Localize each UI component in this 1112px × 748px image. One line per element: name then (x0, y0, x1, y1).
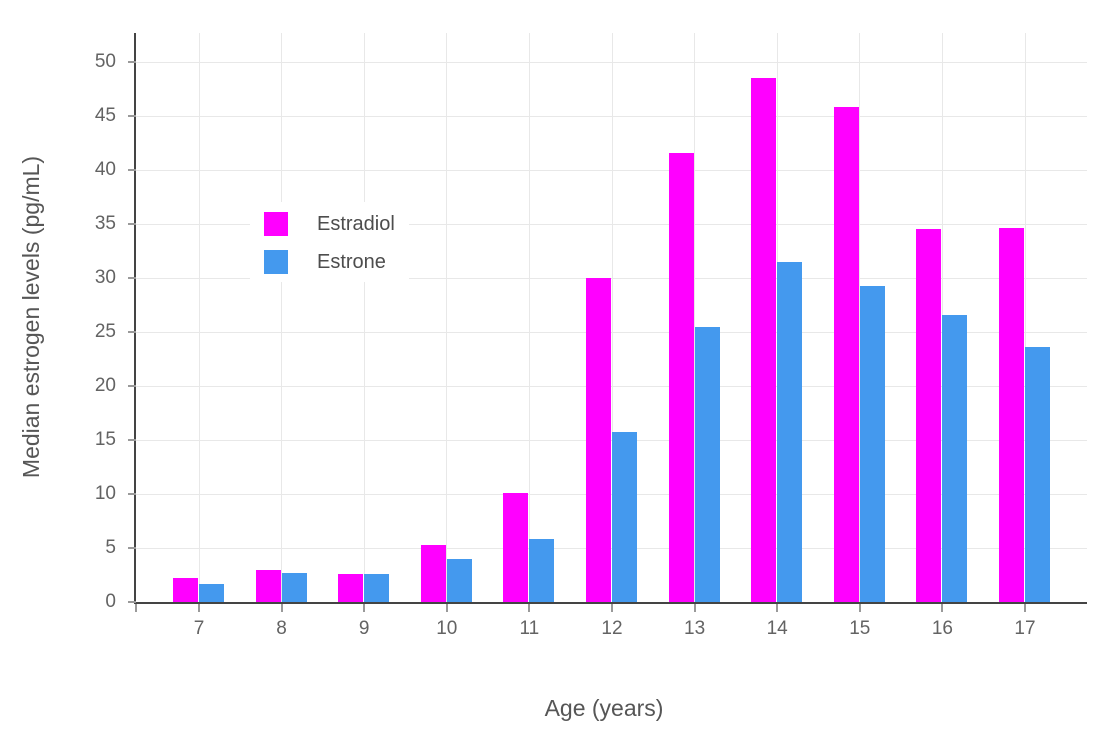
x-tick-label-9: 9 (358, 618, 370, 639)
y-tick-label-40: 40 (94, 159, 116, 180)
x-tick-origin (135, 604, 137, 612)
legend-item-estradiol[interactable]: Estradiol (264, 212, 395, 236)
y-tick-label-35: 35 (94, 213, 116, 234)
x-tick-12 (611, 604, 613, 612)
x-tick-17 (1024, 604, 1026, 612)
bar-estrone-age-13 (694, 326, 720, 602)
y-tick-25 (128, 331, 136, 333)
x-tick-label-10: 10 (436, 618, 458, 639)
bar-estradiol-age-10 (420, 544, 446, 602)
x-tick-label-11: 11 (519, 618, 540, 639)
estrone-swatch-icon (264, 250, 288, 274)
y-tick-label-30: 30 (94, 267, 116, 288)
x-tick-label-7: 7 (193, 618, 205, 639)
bar-estradiol-age-17 (999, 228, 1024, 602)
x-tick-label-12: 12 (601, 618, 623, 639)
y-tick-30 (128, 277, 136, 279)
y-tick-label-25: 25 (94, 321, 116, 342)
y-axis-line (134, 33, 136, 604)
x-tick-16 (941, 604, 944, 612)
y-tick-40 (128, 169, 136, 171)
x-tick-14 (776, 604, 779, 612)
x-gridline-10 (446, 33, 448, 602)
x-gridline-9 (363, 33, 365, 602)
y-tick-20 (128, 385, 136, 387)
legend: Estradiol Estrone (250, 202, 409, 282)
bar-estradiol-age-8 (255, 569, 281, 602)
x-tick-label-17: 17 (1014, 618, 1036, 639)
bar-estrone-age-9 (364, 573, 390, 602)
legend-item-estrone[interactable]: Estrone (264, 250, 395, 274)
y-tick-label-0: 0 (105, 591, 116, 612)
bar-estradiol-age-16 (916, 229, 942, 602)
x-tick-15 (858, 604, 861, 612)
x-gridline-7 (198, 33, 200, 602)
bar-estrone-age-16 (942, 314, 968, 602)
bar-estrone-age-15 (859, 285, 885, 602)
bar-estradiol-age-9 (338, 573, 364, 602)
y-tick-35 (128, 223, 136, 225)
bar-estradiol-age-14 (751, 78, 777, 602)
x-gridline-13 (694, 33, 696, 602)
y-axis-title: Median estrogen levels (pg/mL) (18, 155, 44, 479)
y-tick-label-10: 10 (94, 483, 116, 504)
y-tick-label-45: 45 (94, 105, 116, 126)
y-tick-10 (128, 493, 136, 495)
x-tick-9 (363, 604, 366, 612)
y-tick-0 (128, 601, 136, 603)
x-tick-label-13: 13 (684, 618, 706, 639)
bar-estrone-age-11 (529, 539, 555, 602)
bar-estradiol-age-12 (586, 278, 611, 602)
x-gridline-11 (528, 33, 530, 602)
bar-estrone-age-8 (281, 572, 307, 602)
y-tick-label-5: 5 (105, 537, 116, 558)
x-tick-7 (198, 604, 200, 612)
x-tick-8 (280, 604, 283, 612)
bar-estradiol-age-7 (173, 578, 198, 602)
bar-estrone-age-7 (199, 583, 224, 602)
y-tick-50 (128, 61, 136, 63)
bar-estradiol-age-13 (668, 152, 694, 602)
x-axis-line (134, 602, 1087, 604)
x-gridline-17 (1024, 33, 1026, 602)
x-tick-13 (693, 604, 696, 612)
x-tick-label-15: 15 (849, 618, 871, 639)
y-tick-5 (128, 547, 136, 549)
estradiol-swatch-icon (264, 212, 288, 236)
y-tick-15 (128, 439, 136, 441)
y-tick-label-20: 20 (94, 375, 116, 396)
y-tick-label-50: 50 (94, 51, 116, 72)
y-tick-45 (128, 115, 136, 117)
x-tick-label-14: 14 (766, 618, 788, 639)
bar-estrone-age-10 (446, 558, 472, 602)
x-tick-label-8: 8 (276, 618, 287, 639)
legend-label-estrone: Estrone (317, 250, 386, 273)
y-tick-label-15: 15 (94, 429, 116, 450)
x-axis-title: Age (years) (544, 695, 664, 721)
bar-estradiol-age-11 (503, 492, 529, 602)
legend-label-estradiol: Estradiol (317, 212, 395, 235)
bar-estradiol-age-15 (833, 107, 859, 602)
x-tick-11 (528, 604, 531, 612)
x-tick-10 (445, 604, 448, 612)
x-gridline-8 (281, 33, 283, 602)
bar-estrone-age-12 (612, 432, 637, 602)
bar-estrone-age-17 (1025, 347, 1050, 602)
x-gridline-12 (611, 33, 613, 602)
x-tick-label-16: 16 (931, 618, 953, 639)
bar-estrone-age-14 (777, 261, 803, 602)
